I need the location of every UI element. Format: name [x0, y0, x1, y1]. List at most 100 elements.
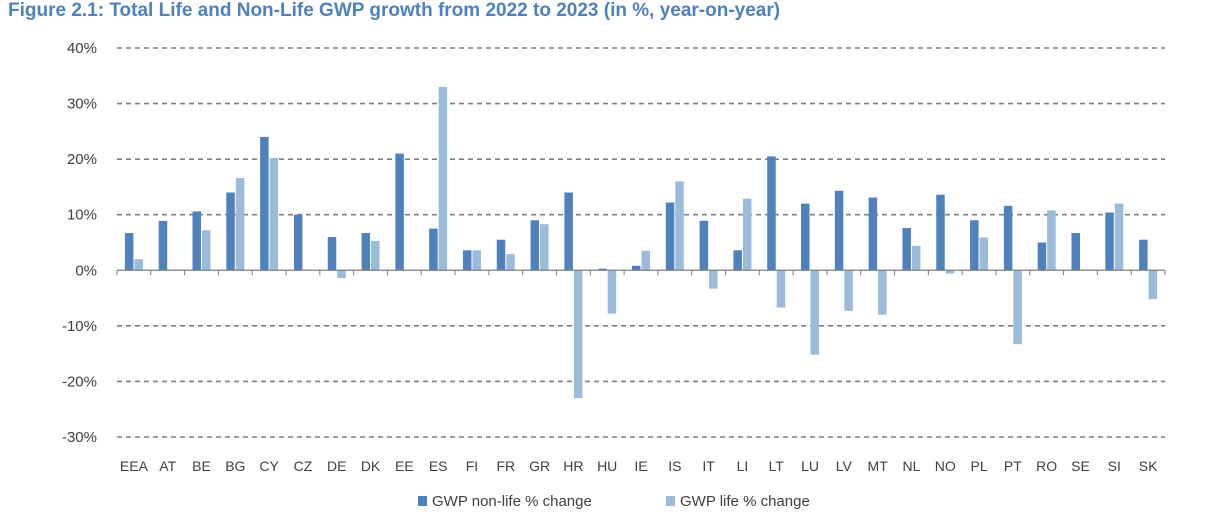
bar-non-life: [970, 220, 979, 271]
bar-non-life: [496, 239, 506, 271]
bar-non-life: [1071, 233, 1080, 271]
x-tick-label: EE: [395, 458, 414, 474]
bar-life: [506, 254, 515, 271]
x-tick-label: NO: [935, 458, 956, 474]
bar-life: [235, 178, 245, 271]
x-tick-label: ES: [429, 458, 448, 474]
x-tick-label: NL: [902, 458, 920, 474]
bar-non-life: [530, 220, 540, 271]
bar-non-life: [293, 214, 303, 271]
bar-non-life: [834, 190, 844, 271]
x-tick-label: GR: [529, 458, 550, 474]
bar-non-life: [767, 156, 776, 271]
bar-life: [1013, 270, 1022, 345]
x-tick-label: SK: [1139, 458, 1158, 474]
legend-swatch-non-life: [418, 496, 427, 506]
y-tick-label: 20%: [67, 151, 97, 168]
bar-non-life: [1139, 239, 1148, 271]
bar-non-life: [868, 197, 878, 271]
legend-label-life: GWP life % change: [680, 493, 810, 510]
bar-life: [202, 230, 211, 271]
x-tick-label: BE: [192, 458, 211, 474]
bar-non-life: [429, 228, 438, 271]
bar-life: [1148, 270, 1158, 300]
x-tick-label: SI: [1108, 458, 1121, 474]
x-tick-label: RO: [1036, 458, 1057, 474]
bar-life: [945, 270, 955, 274]
x-tick-label: LU: [801, 458, 819, 474]
bar-life: [742, 198, 752, 271]
x-tick-label: FI: [466, 458, 478, 474]
bar-non-life: [1105, 212, 1114, 271]
x-tick-label: MT: [868, 458, 889, 474]
bar-life: [269, 158, 279, 271]
bar-non-life: [361, 233, 371, 271]
x-tick-label: AT: [159, 458, 176, 474]
x-tick-label: DK: [361, 458, 381, 474]
bar-life: [540, 224, 549, 271]
bar-non-life: [564, 192, 573, 271]
y-tick-label: 10%: [67, 207, 97, 224]
bar-non-life: [158, 220, 168, 271]
bar-non-life: [395, 153, 404, 271]
bar-non-life: [733, 250, 742, 271]
x-tick-label: SE: [1071, 458, 1090, 474]
x-tick-label: EEA: [120, 458, 149, 474]
bar-non-life: [226, 192, 235, 271]
bar-non-life: [936, 194, 945, 271]
x-tick-label: IT: [702, 458, 715, 474]
x-tick-label: LV: [836, 458, 853, 474]
bar-life: [810, 270, 820, 355]
bar-life: [1114, 203, 1124, 271]
bar-life: [337, 270, 346, 279]
bar-non-life: [327, 236, 337, 271]
bar-non-life: [192, 211, 202, 271]
bar-life: [979, 237, 989, 271]
bar-non-life: [665, 202, 675, 271]
x-tick-label: LI: [737, 458, 749, 474]
legend-swatch-life: [666, 496, 675, 506]
bar-life: [911, 245, 921, 271]
bar-life: [573, 270, 583, 399]
bar-non-life: [598, 268, 607, 271]
bar-life: [607, 270, 617, 314]
x-tick-label: FR: [496, 458, 515, 474]
bar-life: [709, 270, 718, 289]
bar-non-life: [632, 265, 641, 271]
x-tick-label: CZ: [294, 458, 313, 474]
bar-non-life: [902, 228, 911, 271]
bar-non-life: [260, 136, 269, 271]
bar-non-life: [801, 203, 810, 271]
bar-life: [1047, 210, 1056, 271]
bar-life: [641, 250, 650, 271]
y-tick-label: 0%: [75, 262, 97, 279]
x-tick-label: HR: [563, 458, 583, 474]
x-tick-label: IE: [634, 458, 647, 474]
y-tick-label: -10%: [62, 318, 97, 335]
y-tick-label: 40%: [67, 40, 97, 57]
bar-non-life: [124, 233, 134, 271]
x-tick-label: CY: [259, 458, 279, 474]
bar-life: [134, 259, 143, 271]
bar-life: [776, 270, 786, 308]
bar-life: [438, 86, 448, 271]
x-tick-label: LT: [769, 458, 785, 474]
legend-label-non-life: GWP non-life % change: [432, 493, 592, 510]
chart-title: Figure 2.1: Total Life and Non-Life GWP …: [8, 0, 781, 21]
bar-non-life: [462, 250, 472, 271]
x-tick-label: HU: [597, 458, 617, 474]
bar-non-life: [1003, 205, 1013, 271]
x-tick-label: PT: [1004, 458, 1022, 474]
x-tick-label: PL: [971, 458, 988, 474]
x-tick-label: BG: [225, 458, 245, 474]
bar-non-life: [699, 220, 709, 271]
x-tick-label: DE: [327, 458, 346, 474]
y-tick-label: 30%: [67, 96, 97, 113]
bar-life: [472, 250, 481, 271]
bar-life: [371, 240, 380, 271]
bar-non-life: [1037, 242, 1047, 271]
y-tick-label: -30%: [62, 429, 97, 446]
bar-life: [878, 270, 887, 315]
bar-life: [675, 181, 684, 271]
